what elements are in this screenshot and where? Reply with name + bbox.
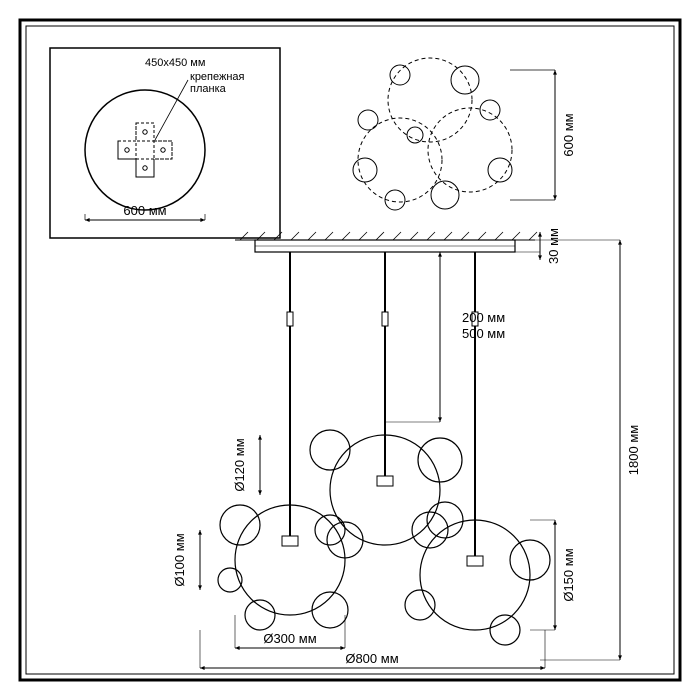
svg-text:30 мм: 30 мм <box>546 228 561 264</box>
svg-text:600 мм: 600 мм <box>123 203 166 218</box>
svg-text:Ø300 мм: Ø300 мм <box>263 631 316 646</box>
svg-text:500 мм: 500 мм <box>462 326 505 341</box>
technical-drawing: 450x450 мм крепежнаяпланка 600 мм 600 мм 30 … <box>0 0 700 700</box>
svg-text:планка: планка <box>190 83 227 95</box>
svg-text:Ø800 мм: Ø800 мм <box>345 651 398 666</box>
svg-text:Ø150 мм: Ø150 мм <box>561 548 576 601</box>
svg-text:1800 мм: 1800 мм <box>626 425 641 475</box>
svg-text:крепежная: крепежная <box>190 71 245 83</box>
svg-text:600 мм: 600 мм <box>561 113 576 156</box>
svg-text:Ø100 мм: Ø100 мм <box>172 533 187 586</box>
svg-text:200 мм: 200 мм <box>462 310 505 325</box>
svg-text:Ø120 мм: Ø120 мм <box>232 438 247 491</box>
svg-text:450x450 мм: 450x450 мм <box>145 57 205 69</box>
